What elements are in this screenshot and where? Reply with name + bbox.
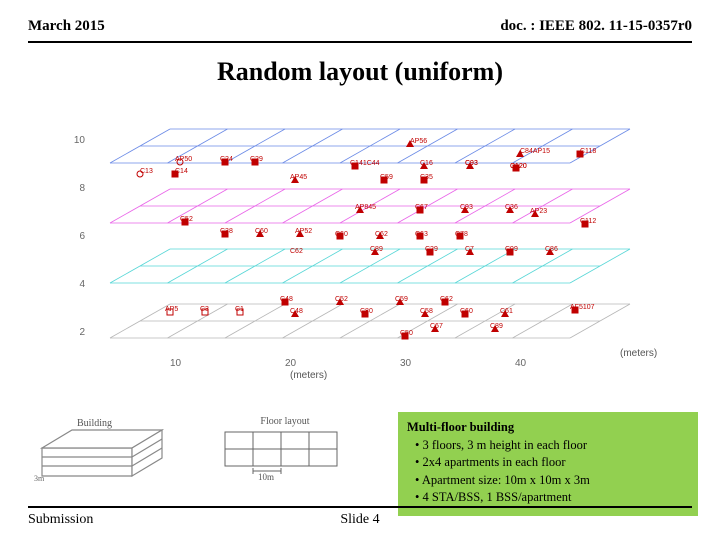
plot-marker-label: C13 bbox=[140, 168, 153, 175]
info-item: Apartment size: 10m x 10m x 3m bbox=[415, 472, 689, 490]
plot-marker-label: C35 bbox=[420, 174, 433, 181]
floor-layout-label: Floor layout bbox=[220, 416, 350, 427]
svg-text:30: 30 bbox=[400, 358, 412, 369]
svg-text:8: 8 bbox=[79, 183, 85, 194]
plot-marker-label: C62 bbox=[440, 296, 453, 303]
plot-marker-label: C120 bbox=[510, 163, 527, 170]
info-item: 4 STA/BSS, 1 BSS/apartment bbox=[415, 489, 689, 507]
plot-marker-label: C89 bbox=[490, 323, 503, 330]
plot-marker-label: C38 bbox=[220, 228, 233, 235]
plot-marker-label: C63 bbox=[415, 231, 428, 238]
plot-marker-label: C52 bbox=[180, 216, 193, 223]
svg-text:10: 10 bbox=[74, 135, 86, 146]
plot-marker-label: C29 bbox=[425, 246, 438, 253]
floor-dim-label: 10m bbox=[258, 472, 274, 482]
plot-marker-label: C93 bbox=[465, 160, 478, 167]
svg-text:40: 40 bbox=[515, 358, 527, 369]
plot-marker-label: AP23 bbox=[530, 208, 547, 215]
plot-marker-label: AF5107 bbox=[570, 304, 595, 311]
plot-marker-label: C60 bbox=[335, 231, 348, 238]
plot-marker-label: AP56 bbox=[410, 138, 427, 145]
footer-slide-number: Slide 4 bbox=[340, 512, 379, 528]
plot-marker-label: C24 bbox=[220, 156, 233, 163]
plot-marker-label: C60 bbox=[255, 228, 268, 235]
plot-marker-label: C48 bbox=[290, 308, 303, 315]
plot-marker-label: C29 bbox=[250, 156, 263, 163]
plot-marker-label: C52 bbox=[335, 296, 348, 303]
svg-text:10: 10 bbox=[170, 358, 182, 369]
building-info-box: Multi-floor building 3 floors, 3 m heigh… bbox=[398, 412, 698, 516]
info-item: 3 floors, 3 m height in each floor bbox=[415, 437, 689, 455]
slide-title: Random layout (uniform) bbox=[0, 57, 720, 87]
plot-marker-label: C141C44 bbox=[350, 160, 380, 167]
info-list: 3 floors, 3 m height in each floor 2x4 a… bbox=[415, 437, 689, 507]
plot-marker-label: C62 bbox=[290, 248, 303, 255]
plot-marker-label: C50 bbox=[400, 330, 413, 337]
plot-marker-label: AP45 bbox=[290, 174, 307, 181]
svg-text:4: 4 bbox=[79, 279, 85, 290]
plot-marker-label: C99 bbox=[505, 246, 518, 253]
y-axis-units: (meters) bbox=[620, 348, 657, 359]
plot-marker-label: C36 bbox=[505, 204, 518, 211]
plot-marker-label: C58 bbox=[420, 308, 433, 315]
plot-marker-label: C80 bbox=[360, 308, 373, 315]
plot-marker-label: C86 bbox=[545, 246, 558, 253]
plot-marker-label: C14 bbox=[175, 168, 188, 175]
plot-marker-label: AP50 bbox=[175, 156, 192, 163]
plot-marker-label: C62 bbox=[375, 231, 388, 238]
plot-marker-label: C89 bbox=[370, 246, 383, 253]
plot-marker-label: C48 bbox=[280, 296, 293, 303]
building-label: Building bbox=[77, 418, 112, 429]
plot-marker-label: C118 bbox=[580, 148, 596, 155]
header-rule bbox=[28, 41, 692, 43]
header-date: March 2015 bbox=[28, 18, 105, 35]
plot-marker-label: C3 bbox=[200, 306, 209, 313]
plot-marker-label: AP52 bbox=[295, 228, 312, 235]
svg-text:6: 6 bbox=[79, 231, 85, 242]
slide-header: March 2015 doc. : IEEE 802. 11-15-0357r0 bbox=[0, 0, 720, 39]
plot-marker-label: AP5 bbox=[165, 306, 178, 313]
slide-footer: Submission Slide 4 bbox=[28, 506, 692, 528]
plot-marker-label: C78 bbox=[455, 231, 468, 238]
building-sketch: 3m Building bbox=[32, 418, 182, 486]
floor-layout-sketch: Floor layout 10m bbox=[220, 416, 350, 488]
svg-text:3m: 3m bbox=[34, 474, 45, 483]
plot-marker-label: C84AP15 bbox=[520, 148, 550, 155]
plot-marker-label: C67 bbox=[415, 204, 428, 211]
svg-text:2: 2 bbox=[79, 327, 85, 338]
plot-marker-label: C7 bbox=[465, 246, 474, 253]
info-item: 2x4 apartments in each floor bbox=[415, 454, 689, 472]
plot-marker-label: C16 bbox=[420, 160, 433, 167]
plot-marker-label: C93 bbox=[460, 204, 473, 211]
plot-marker-label: C1 bbox=[235, 306, 244, 313]
header-doc-id: doc. : IEEE 802. 11-15-0357r0 bbox=[500, 18, 692, 35]
plot-marker-label: C67 bbox=[430, 323, 443, 330]
plot-marker-label: C59 bbox=[395, 296, 408, 303]
svg-text:20: 20 bbox=[285, 358, 297, 369]
plot-marker-label: AP845 bbox=[355, 204, 376, 211]
info-heading: Multi-floor building bbox=[407, 419, 689, 437]
plot-marker-label: C61 bbox=[500, 308, 513, 315]
random-layout-3d-plot: 10 8 6 4 2 10 20 30 40 (meters) (meters) AP56 C84… bbox=[40, 108, 680, 388]
plot-marker-label: C60 bbox=[460, 308, 473, 315]
x-axis-units: (meters) bbox=[290, 370, 327, 381]
footer-left: Submission bbox=[28, 512, 93, 528]
plot-marker-label: C59 bbox=[380, 174, 393, 181]
plot-marker-label: C112 bbox=[580, 218, 596, 225]
